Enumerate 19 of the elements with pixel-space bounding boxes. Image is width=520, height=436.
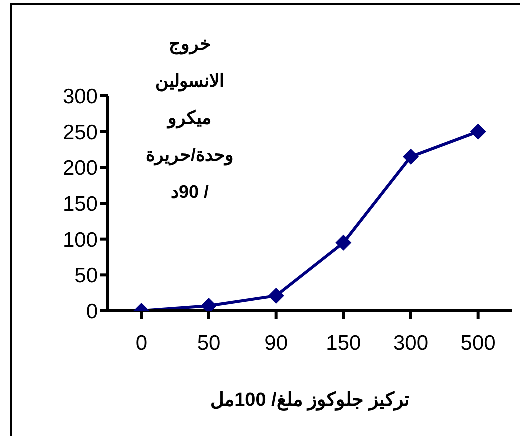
point xyxy=(470,124,486,140)
x-tick-label: 500 xyxy=(460,332,496,355)
x-tick-label: 300 xyxy=(393,332,429,355)
point xyxy=(336,234,352,251)
y-axis-title: خروج الانسولين ميكرو وحدة/حريرة / 90د xyxy=(144,33,235,204)
y-tick-label: 300 xyxy=(62,85,98,108)
y-tick-label: 200 xyxy=(62,157,98,180)
y-tick-label: 100 xyxy=(62,228,98,252)
point xyxy=(403,148,419,165)
x-axis-title: تركيز جلوكوز ملغ/ 100مل xyxy=(210,390,410,411)
x-tick-label: 0 xyxy=(136,332,148,355)
y-tick-label: 50 xyxy=(74,264,98,288)
y-tick-label: 150 xyxy=(62,192,98,216)
y-tick-label: 0 xyxy=(86,300,98,324)
y-tick-label: 250 xyxy=(62,121,98,144)
x-tick-label: 90 xyxy=(264,332,288,355)
x-tick-label: 150 xyxy=(326,332,362,355)
point xyxy=(268,288,284,304)
x-tick-label: 50 xyxy=(197,332,221,355)
